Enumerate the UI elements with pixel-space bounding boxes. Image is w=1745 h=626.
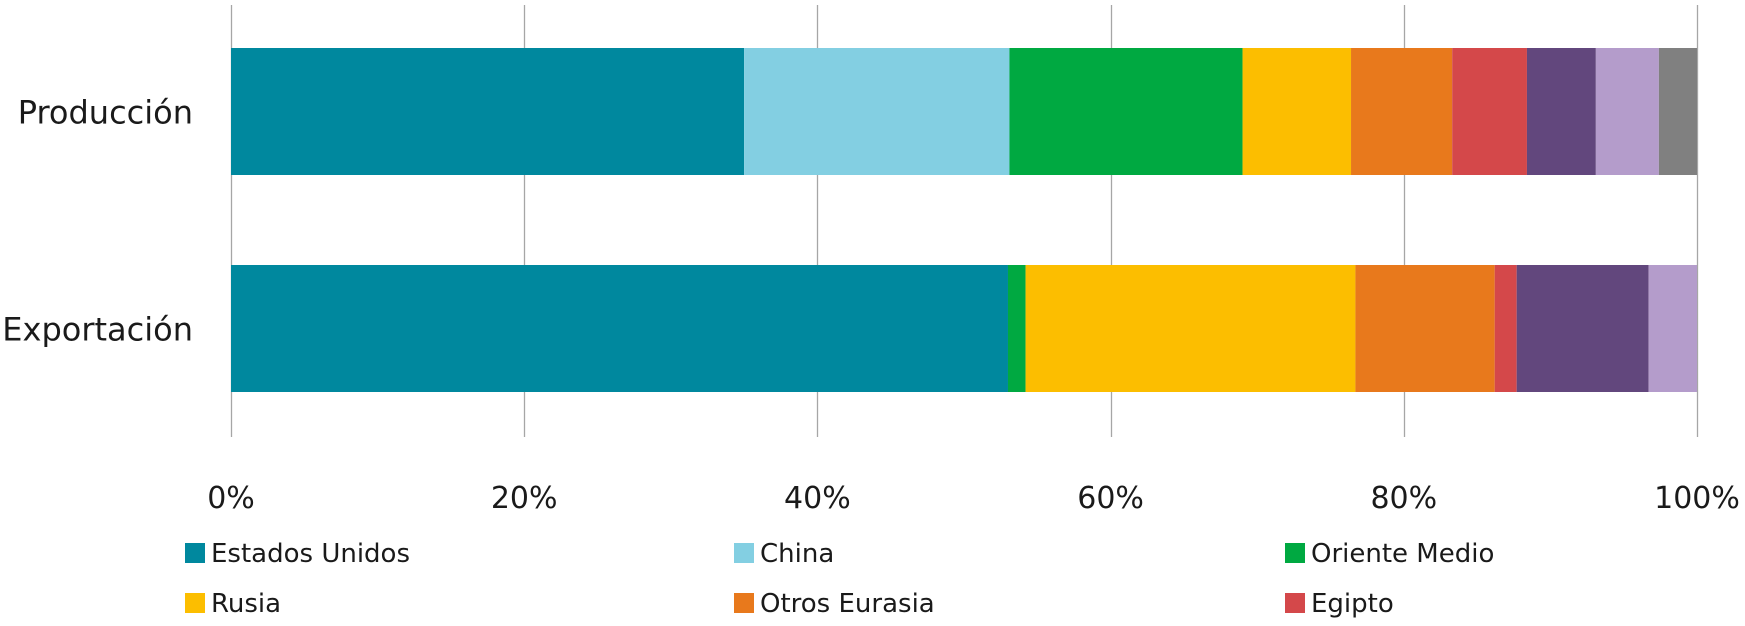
- x-tick-label: 0%: [207, 481, 255, 516]
- legend-swatch: [734, 543, 754, 563]
- x-tick-label: 60%: [1077, 481, 1144, 516]
- x-tick-label: 20%: [491, 481, 558, 516]
- bars: [231, 48, 1697, 392]
- legend-label: Rusia: [211, 589, 281, 619]
- bar-segment: [1516, 265, 1649, 392]
- legend-label: Oriente Medio: [1311, 539, 1494, 569]
- legend-item: Otros Eurasia: [734, 589, 935, 619]
- legend-item: Estados Unidos: [185, 539, 410, 569]
- bar-segment: [1494, 265, 1517, 392]
- legend-swatch: [734, 593, 754, 613]
- legend-label: Otros Eurasia: [760, 589, 935, 619]
- legend-item: Oriente Medio: [1285, 539, 1494, 569]
- x-tick-label: 40%: [784, 481, 851, 516]
- bar-segment: [231, 265, 1008, 392]
- bar-segment: [1351, 48, 1453, 175]
- bar-segment: [1007, 265, 1026, 392]
- legend-swatch: [185, 593, 205, 613]
- legend-label: Egipto: [1311, 589, 1394, 619]
- bar-segment: [1242, 48, 1352, 175]
- bar-segment: [1025, 265, 1356, 392]
- legend-item: Egipto: [1285, 589, 1394, 619]
- x-tick-label: 80%: [1370, 481, 1437, 516]
- x-tick-label: 100%: [1654, 481, 1740, 516]
- legend-item: China: [734, 539, 834, 569]
- bar-segment: [1452, 48, 1527, 175]
- legend-label: Estados Unidos: [211, 539, 410, 569]
- bar-segment: [1526, 48, 1596, 175]
- category-label: Producción: [18, 94, 193, 132]
- bar-segment: [1658, 48, 1697, 175]
- legend-swatch: [185, 543, 205, 563]
- legend: Estados Unidos China Oriente Medio Rusia Otr…: [185, 539, 1494, 619]
- x-axis-ticks: 0% 20% 40% 60% 80% 100%: [207, 481, 1740, 516]
- legend-swatch: [1285, 593, 1305, 613]
- bar-segment: [1009, 48, 1243, 175]
- bar-segment: [1648, 265, 1697, 392]
- bar-segment: [1595, 48, 1659, 175]
- legend-label: China: [760, 539, 834, 569]
- bar-segment: [231, 48, 745, 175]
- category-label: Exportación: [2, 311, 193, 349]
- bar-segment: [1355, 265, 1495, 392]
- bar-segment: [744, 48, 1010, 175]
- legend-item: Rusia: [185, 589, 281, 619]
- legend-swatch: [1285, 543, 1305, 563]
- category-labels: Producción Exportación: [2, 94, 193, 349]
